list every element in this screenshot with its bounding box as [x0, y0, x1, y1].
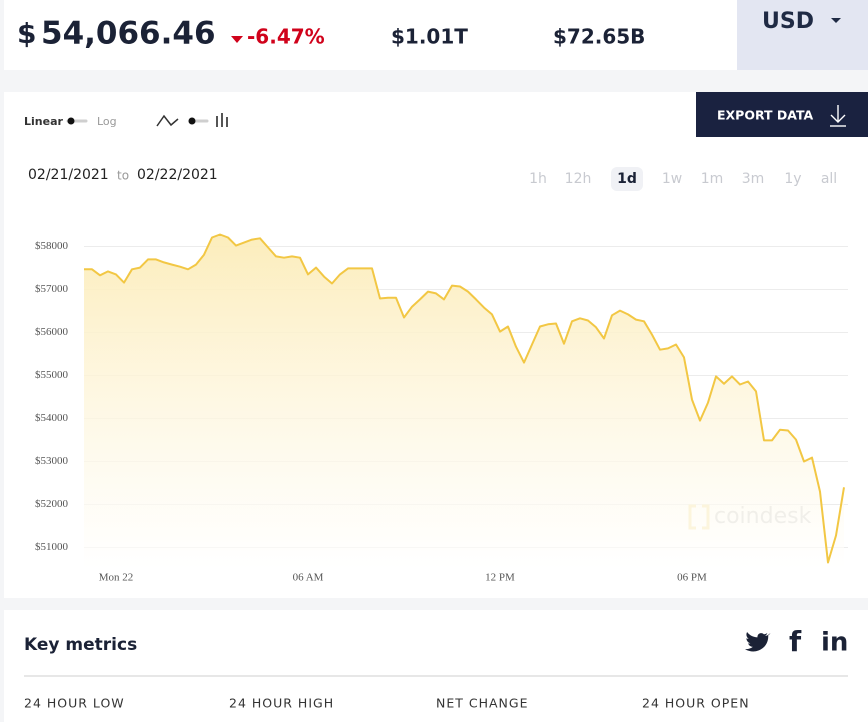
- toggle-knob: [188, 117, 196, 125]
- range-selected-bg: [611, 167, 643, 191]
- range-option[interactable]: 3m: [742, 171, 765, 187]
- x-tick-label: 12 PM: [485, 572, 515, 584]
- x-tick-label: Mon 22: [99, 572, 134, 584]
- range-option[interactable]: 12h: [565, 171, 592, 187]
- metric-label: 24 HOUR HIGH: [229, 696, 334, 711]
- range-option[interactable]: 1m: [701, 171, 724, 187]
- metric-label: 24 HOUR LOW: [24, 696, 125, 711]
- y-tick-label: $58000: [35, 240, 69, 252]
- metric-label: 24 HOUR OPEN: [642, 696, 750, 711]
- metric-label: NET CHANGE: [436, 696, 528, 711]
- twitter-icon[interactable]: [745, 631, 771, 652]
- linkedin-icon[interactable]: in: [821, 628, 848, 658]
- scale-log[interactable]: Log: [97, 115, 117, 128]
- facebook-icon[interactable]: f: [789, 625, 802, 658]
- x-tick-label: 06 AM: [293, 572, 324, 584]
- currency-symbol: $: [17, 17, 36, 50]
- date-separator: to: [117, 169, 129, 183]
- down-arrow: [231, 36, 243, 43]
- date-to[interactable]: 02/22/2021: [137, 167, 218, 183]
- y-tick-label: $54000: [35, 412, 69, 424]
- metrics-panel: [4, 610, 868, 722]
- export-button[interactable]: [696, 92, 868, 137]
- caret: [831, 18, 841, 23]
- price-change: -6.47%: [247, 25, 325, 49]
- range-option[interactable]: 1h: [529, 171, 547, 187]
- price: 54,066.46: [41, 16, 216, 52]
- y-tick-label: $53000: [35, 455, 69, 467]
- currency[interactable]: USD: [762, 9, 814, 34]
- plot: $51000 $52000 $53000 $54000 $55000 $56000 $570…: [35, 233, 848, 584]
- export-label[interactable]: EXPORT DATA: [717, 108, 814, 123]
- market-cap: $1.01T: [391, 25, 468, 49]
- x-tick-label: 06 PM: [677, 572, 707, 584]
- range-selector: 1h 12h 1d 1w 1m 3m 1y all: [529, 167, 837, 191]
- scale-linear[interactable]: Linear: [24, 115, 63, 128]
- range-option[interactable]: 1w: [662, 171, 682, 187]
- line-icon[interactable]: [156, 114, 179, 127]
- range-option[interactable]: 1d: [617, 171, 637, 187]
- toggle-knob: [67, 117, 75, 125]
- price-line: [84, 233, 845, 564]
- bar-icon[interactable]: [216, 116, 218, 127]
- y-tick-label: $51000: [35, 541, 69, 553]
- header-panel: [4, 0, 737, 70]
- metrics-title: Key metrics: [24, 635, 137, 655]
- range-option[interactable]: 1y: [784, 171, 801, 187]
- volume: $72.65B: [553, 25, 645, 49]
- y-tick-label: $55000: [35, 369, 69, 381]
- bar-icon[interactable]: [226, 117, 228, 127]
- date-from[interactable]: 02/21/2021: [28, 167, 109, 183]
- range-option[interactable]: all: [821, 171, 837, 187]
- currency-selector[interactable]: [737, 0, 868, 70]
- price-area: [84, 234, 844, 569]
- download-icon: [830, 105, 846, 127]
- y-tick-label: $57000: [35, 283, 69, 295]
- y-tick-label: $56000: [35, 326, 69, 338]
- bar-icon[interactable]: [221, 113, 223, 127]
- y-tick-label: $52000: [35, 498, 69, 510]
